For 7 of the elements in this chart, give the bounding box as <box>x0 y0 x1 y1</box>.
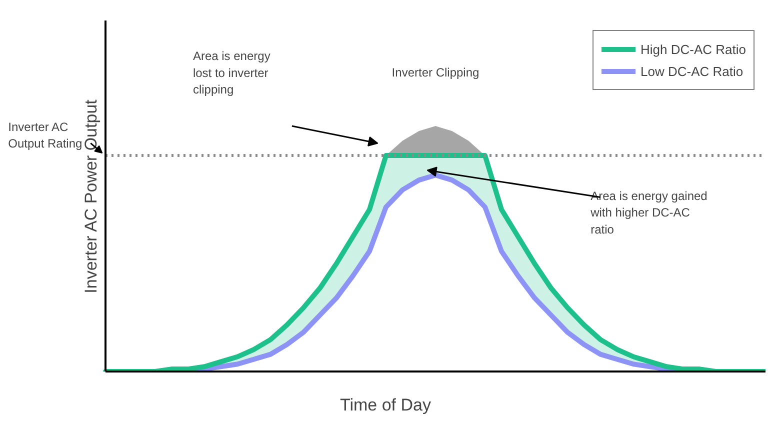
y-axis-title: Inverter AC Power Output <box>82 99 100 294</box>
legend-label: Low DC-AC Ratio <box>640 64 744 78</box>
text: Area is energy lost to inverter clipping <box>192 48 270 97</box>
text: Inverter Clipping <box>392 65 480 80</box>
legend-label: High DC-AC Ratio <box>640 42 746 56</box>
ref-line-label: Inverter AC Output Rating <box>8 120 82 151</box>
x-axis-title: Time of Day <box>340 396 432 414</box>
